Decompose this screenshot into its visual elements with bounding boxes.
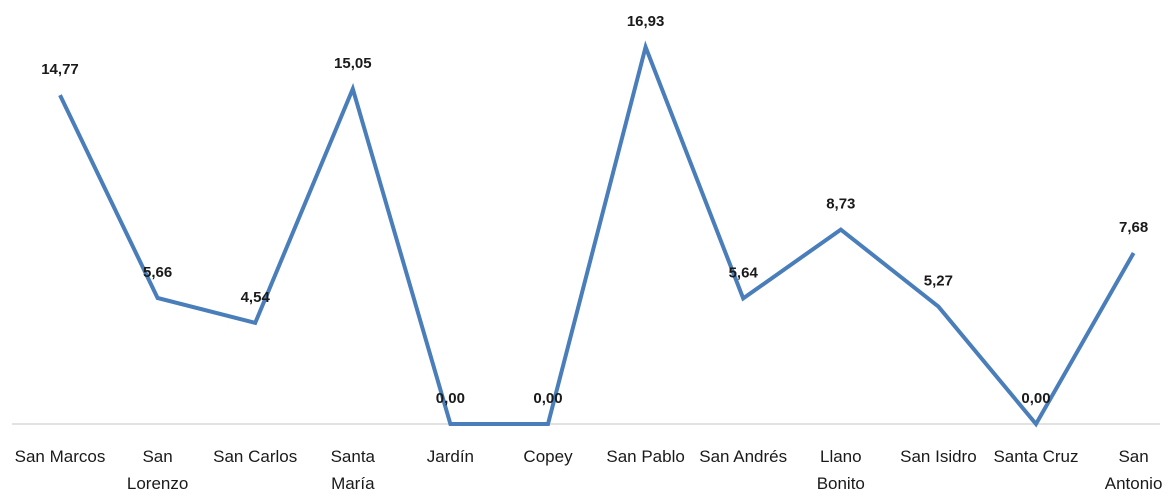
x-tick-label: Santa María — [331, 447, 376, 493]
x-tick-label-line: San — [1118, 447, 1148, 466]
x-tick-label-line: Antonio — [1105, 474, 1163, 493]
data-label: 7,68 — [1119, 219, 1148, 236]
data-label: 0,00 — [436, 390, 465, 407]
data-label: 4,54 — [241, 289, 271, 306]
data-label: 15,05 — [334, 55, 372, 72]
x-tick-label-line: Lorenzo — [127, 474, 188, 493]
data-label: 5,64 — [729, 264, 759, 281]
data-label: 0,00 — [533, 390, 562, 407]
x-tick-label: San Antonio — [1105, 447, 1163, 493]
x-tick-label: San Marcos — [15, 447, 106, 466]
series-line — [58, 40, 1136, 428]
data-label: 5,27 — [924, 273, 953, 290]
data-label: 0,00 — [1021, 390, 1050, 407]
data-label: 8,73 — [826, 196, 855, 213]
x-tick-label-line: María — [331, 474, 375, 493]
x-tick-label: San Isidro — [900, 447, 977, 466]
x-tick-label-line: San Carlos — [213, 447, 297, 466]
x-tick-labels: San Marcos San Lorenzo San Carlos Santa María… — [15, 447, 1163, 493]
x-tick-label: San Carlos — [213, 447, 297, 466]
x-tick-label: San Pablo — [606, 447, 684, 466]
x-tick-label-line: Santa — [331, 447, 376, 466]
data-label: 14,77 — [41, 61, 79, 78]
data-label: 16,93 — [627, 13, 665, 30]
x-tick-label: Llano Bonito — [817, 447, 865, 493]
data-label: 5,66 — [143, 264, 172, 281]
x-tick-label: Copey — [523, 447, 573, 466]
x-tick-label-line: San — [142, 447, 172, 466]
x-tick-label: Jardín — [427, 447, 474, 466]
x-tick-label-line: Copey — [523, 447, 573, 466]
x-tick-label-line: Santa Cruz — [993, 447, 1078, 466]
x-tick-label-line: San Pablo — [606, 447, 684, 466]
x-tick-label-line: San Isidro — [900, 447, 977, 466]
x-tick-label: San Lorenzo — [127, 447, 188, 493]
data-labels: 14,77 5,66 4,54 15,05 0,00 0,00 16,93 5,64 8,73 5… — [41, 13, 1148, 407]
x-tick-label-line: Jardín — [427, 447, 474, 466]
x-tick-label-line: Bonito — [817, 474, 865, 493]
x-tick-label: San Andrés — [699, 447, 787, 466]
x-tick-label-line: Llano — [820, 447, 862, 466]
x-tick-label: Santa Cruz — [993, 447, 1078, 466]
x-tick-label-line: San Marcos — [15, 447, 106, 466]
x-tick-label-line: San Andrés — [699, 447, 787, 466]
